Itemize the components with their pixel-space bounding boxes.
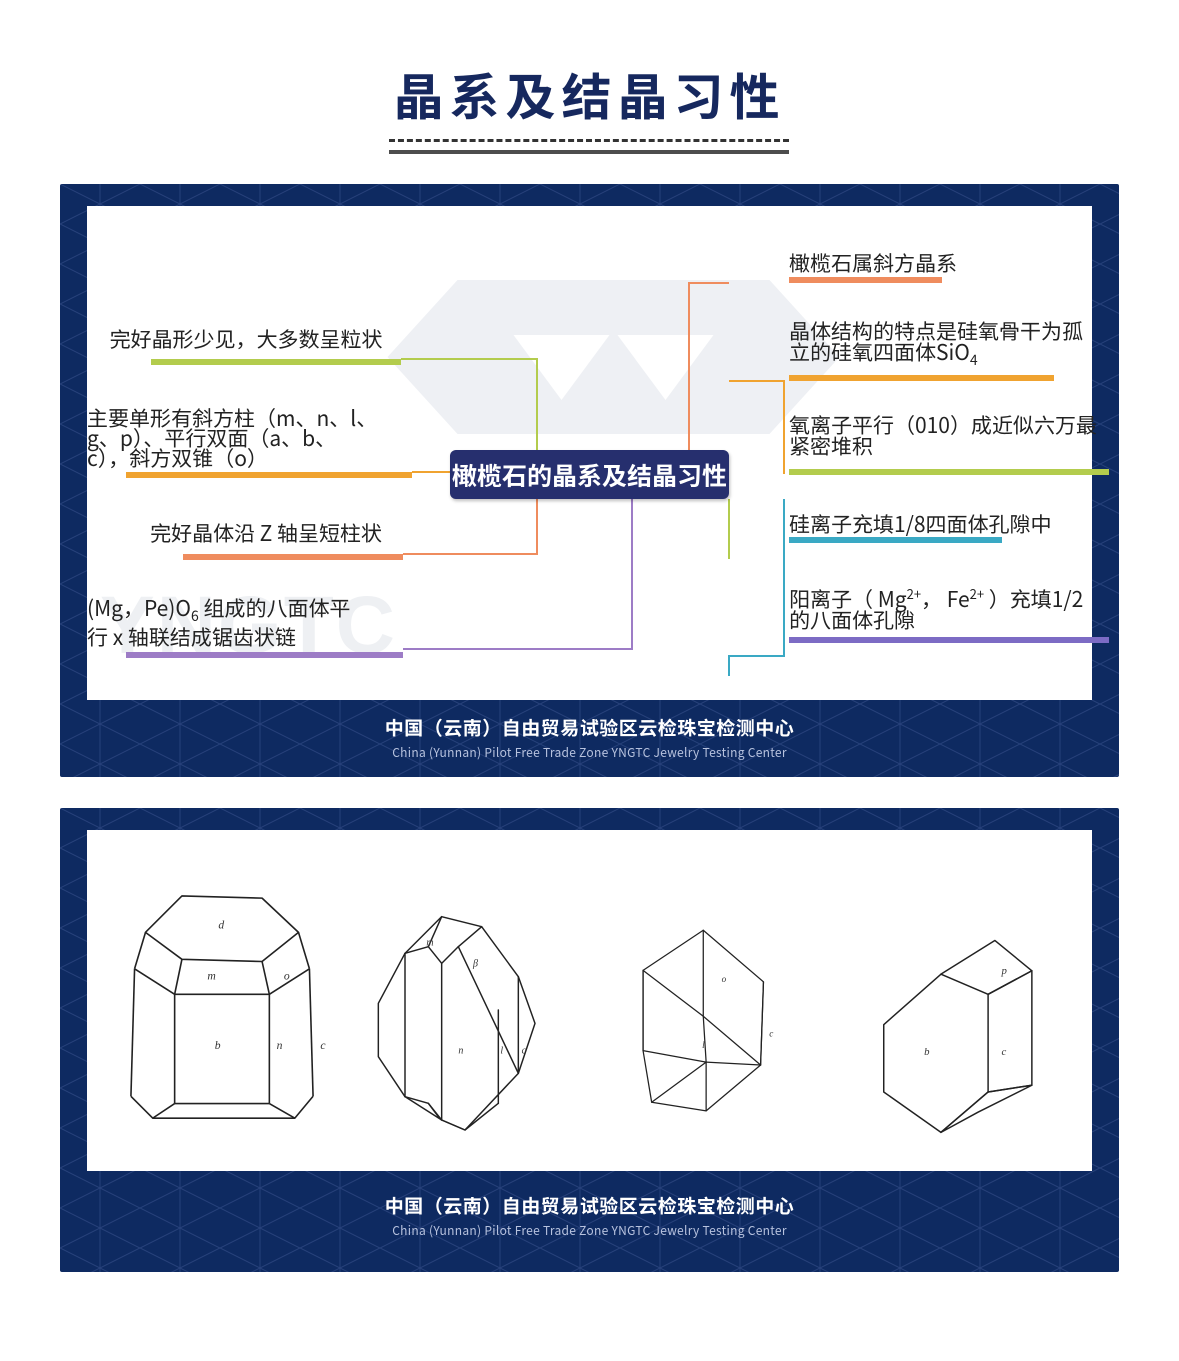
svg-text:p: p [1001,965,1008,977]
svg-text:n: n [458,1045,463,1056]
svg-text:o: o [284,970,290,983]
svg-text:m: m [426,937,433,948]
svg-text:c: c [769,1028,773,1038]
svg-text:c: c [522,1045,527,1056]
svg-text:b: b [924,1046,930,1058]
svg-text:l: l [702,1040,705,1050]
svg-text:b: b [215,1039,221,1052]
svg-text:d: d [218,919,224,932]
svg-text:l: l [500,1045,503,1056]
svg-text:c: c [1002,1046,1007,1058]
svg-text:m: m [207,970,215,983]
svg-text:n: n [277,1039,283,1052]
svg-text:o: o [722,974,727,984]
svg-text:c: c [320,1039,326,1052]
svg-text:β: β [472,959,478,970]
